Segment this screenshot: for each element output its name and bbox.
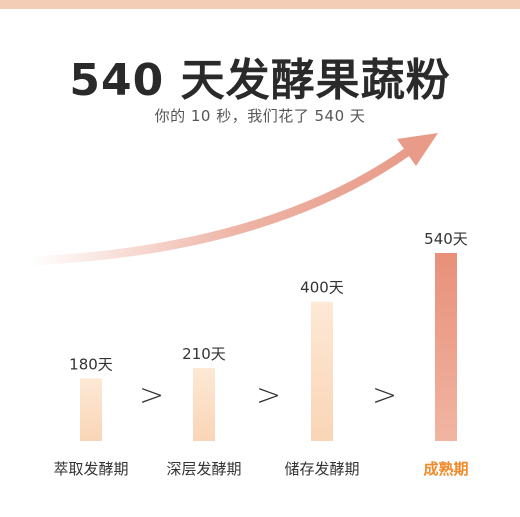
- bar-2: [193, 367, 215, 441]
- value-label-2: 210天: [182, 345, 226, 363]
- growth-arrow-head: [397, 133, 438, 166]
- value-label-3: 400天: [300, 279, 344, 297]
- value-label-4: 540天: [424, 230, 468, 248]
- bar-4: [435, 253, 457, 441]
- category-label-1: 萃取发酵期: [53, 460, 128, 478]
- bar-1: [80, 378, 102, 441]
- category-label-3: 储存发酵期: [284, 460, 359, 478]
- separator-2: >: [256, 378, 282, 413]
- category-label-2: 深层发酵期: [166, 460, 241, 478]
- value-label-1: 180天: [69, 355, 113, 373]
- growth-arrow-curve: [25, 145, 415, 266]
- category-label-4: 成熟期: [423, 460, 468, 478]
- page-subtitle: 你的 10 秒，我们花了 540 天: [154, 107, 366, 125]
- top-bar: [0, 0, 520, 9]
- bar-3: [311, 301, 333, 441]
- separator-1: >: [139, 378, 165, 413]
- page-title: 540 天发酵果蔬粉: [69, 55, 451, 106]
- separator-3: >: [372, 378, 398, 413]
